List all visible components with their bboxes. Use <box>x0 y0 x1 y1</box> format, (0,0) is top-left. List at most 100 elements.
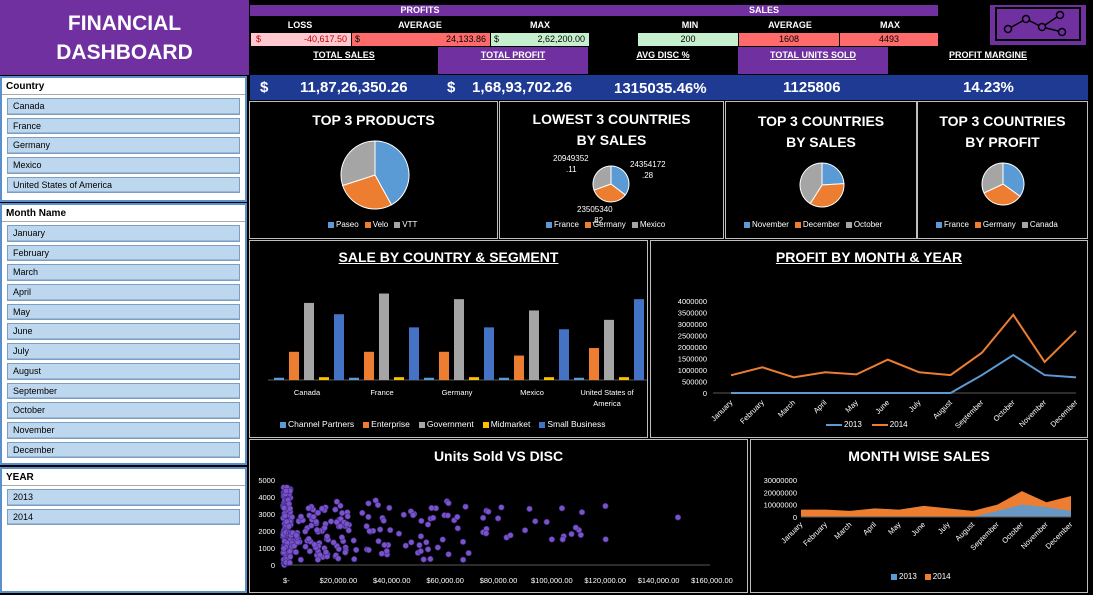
scatter-point <box>366 528 373 535</box>
scatter-point <box>365 500 372 507</box>
y-tick-label: 1500000 <box>678 355 707 364</box>
x-tick-label: $140,000.00 <box>638 576 680 585</box>
x-tick-label: June <box>909 520 927 538</box>
slicer-item-november[interactable]: November <box>7 421 240 439</box>
scatter-point <box>378 550 385 557</box>
network-monitor-icon <box>995 7 1081 41</box>
y-tick-label: 1000000 <box>678 366 707 375</box>
scatter-point <box>380 517 387 524</box>
bar <box>364 351 374 380</box>
average-value: 24,133.86 <box>445 34 486 44</box>
top3-sales-panel: TOP 3 COUNTRIES BY SALES November Decemb… <box>725 101 917 239</box>
x-tick-label: May <box>886 520 903 537</box>
y-tick-label: 4000 <box>258 493 275 502</box>
segment-legend: Channel Partners Enterprise Government M… <box>280 419 605 429</box>
x-tick-label: August <box>931 397 955 421</box>
x-tick-label: April <box>861 520 878 537</box>
y-tick-label: 4000000 <box>678 297 707 306</box>
scatter-point <box>420 556 427 563</box>
scatter-point <box>424 521 432 528</box>
bar <box>394 377 404 380</box>
dashboard-logo <box>990 5 1086 45</box>
scatter-point <box>521 527 529 534</box>
legend-item: Enterprise <box>363 419 410 429</box>
data-label: 24354172.28 <box>630 160 666 180</box>
scatter-point <box>305 535 312 542</box>
pie-slice <box>610 165 630 196</box>
scatter-point <box>674 514 682 521</box>
slicer-item-march[interactable]: March <box>7 264 240 282</box>
scatter-point <box>434 544 441 551</box>
slicer-item-april[interactable]: April <box>7 284 240 301</box>
month-sales-panel: MONTH WISE SALES 0 10000000 20000000 300000… <box>750 439 1088 593</box>
country-slicer-header: Country <box>2 78 245 95</box>
legend-item: Small Business <box>539 419 605 429</box>
month-sales-area-chart: 0100000002000000030000000JanuaryFebruary… <box>764 476 1075 552</box>
legend-item: 2013 <box>826 420 862 429</box>
slicer-item-mexico[interactable]: Mexico <box>7 157 240 174</box>
scatter-point <box>395 530 403 537</box>
avg-disc-label: AVG DISC % <box>636 50 690 60</box>
slicer-item-2013[interactable]: 2013 <box>7 489 240 506</box>
x-tick-label: July <box>936 520 952 536</box>
y-tick-label: 3000000 <box>678 320 707 329</box>
slicer-item-germany[interactable]: Germany <box>7 137 240 155</box>
scatter-point <box>287 553 294 560</box>
scatter-point <box>308 522 315 529</box>
country-slicer: Country Canada France Germany Mexico Uni… <box>0 76 247 202</box>
slicer-item-august[interactable]: August <box>7 362 240 380</box>
lowest3-countries-legend: France Germany Mexico <box>546 220 665 229</box>
scatter-point <box>314 509 322 516</box>
slicer-item-may[interactable]: May <box>7 303 240 321</box>
legend-item: Government <box>418 419 474 429</box>
y-tick-label: 5000 <box>258 476 275 485</box>
scatter-point <box>494 515 502 522</box>
x-tick-label: February <box>801 520 829 548</box>
pie-slice <box>340 140 376 187</box>
y-tick-label: 0 <box>271 561 275 570</box>
scatter-point <box>286 505 294 512</box>
scatter-point <box>402 542 409 549</box>
bar <box>454 299 464 380</box>
scatter-point <box>343 520 350 528</box>
bar <box>499 377 509 380</box>
x-tick-label: April <box>812 398 829 415</box>
x-tick-label: December <box>1049 398 1080 429</box>
slicer-item-2014[interactable]: 2014 <box>7 508 240 526</box>
y-tick-label: 20000000 <box>764 488 797 497</box>
total-profit-label: TOTAL PROFIT <box>438 47 588 74</box>
y-tick-label: 500000 <box>682 378 707 387</box>
slicer-item-usa[interactable]: United States of America <box>7 176 240 194</box>
scatter-point <box>416 542 423 549</box>
bar <box>379 293 389 380</box>
slicer-item-canada[interactable]: Canada <box>7 98 240 115</box>
segment-title: SALE BY COUNTRY & SEGMENT <box>338 249 559 265</box>
slicer-item-september[interactable]: September <box>7 382 240 400</box>
scatter-point <box>417 533 425 540</box>
pie-slice <box>593 183 626 203</box>
slicer-item-february[interactable]: February <box>7 244 240 262</box>
x-tick-label: August <box>953 519 977 543</box>
slicer-item-france[interactable]: France <box>7 117 240 135</box>
scatter-point <box>332 506 339 513</box>
scatter-point <box>459 538 467 545</box>
scatter-point <box>338 534 346 541</box>
bar <box>409 327 419 380</box>
scatter-point <box>417 548 424 555</box>
slicer-item-october[interactable]: October <box>7 402 240 419</box>
scatter-point <box>330 539 337 546</box>
total-sales-value: 11,87,26,350.26 <box>300 79 408 96</box>
scatter-point <box>306 548 313 555</box>
slicer-item-july[interactable]: July <box>7 343 240 360</box>
slicer-item-january[interactable]: January <box>7 225 240 242</box>
scatter-point <box>445 500 452 507</box>
pie-slice <box>821 162 845 186</box>
slicer-item-june[interactable]: June <box>7 323 240 341</box>
units-disc-panel: Units Sold VS DISC 0 1000 2000 3000 4000 5000… <box>249 439 748 593</box>
lowest3-countries-title: LOWEST 3 COUNTRIES BY SALES <box>532 111 691 148</box>
slicer-item-december[interactable]: December <box>7 441 240 459</box>
bar <box>589 348 599 380</box>
y-tick-label: 2000000 <box>678 343 707 352</box>
scatter-point <box>423 539 430 546</box>
scatter-point <box>498 504 505 511</box>
